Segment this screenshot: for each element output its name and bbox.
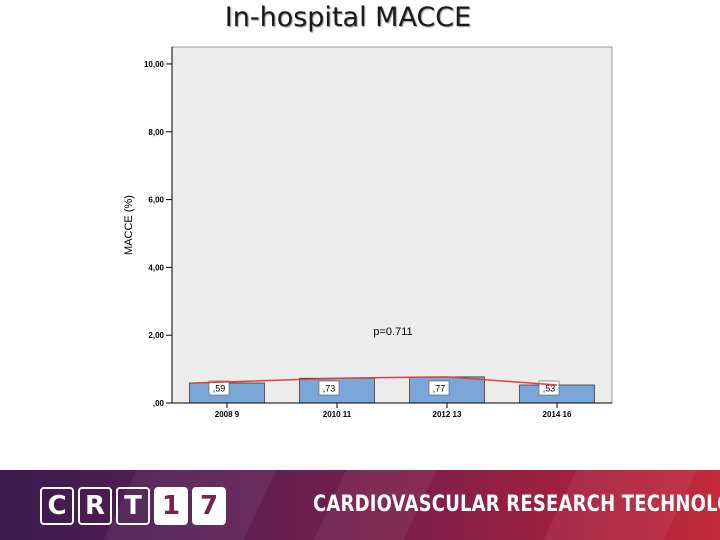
x-tick-label: 2010 11 <box>323 410 352 419</box>
trend-line <box>193 376 558 386</box>
x-tick-label: 2014 16 <box>543 410 572 419</box>
logo-digit-1: 1 <box>154 487 188 525</box>
value-label: ,73 <box>323 384 336 394</box>
footer-tagline: CARDIOVASCULAR RESEARCH TECHNOLOGIES <box>313 492 720 517</box>
value-label: ,77 <box>433 384 446 394</box>
x-tick-label: 2012 13 <box>433 410 462 419</box>
logo-letter-t: T <box>116 487 150 525</box>
logo-letter-r: R <box>78 487 112 525</box>
y-tick-label: 4,00 <box>148 263 164 272</box>
x-tick-label: 2008 9 <box>215 410 240 419</box>
y-axis-label: MACCE (%) <box>123 195 135 255</box>
plot-background <box>171 46 613 404</box>
value-label-box <box>428 380 450 396</box>
logo-letter-c: C <box>40 487 74 525</box>
logo-digit-7: 7 <box>192 487 226 525</box>
y-tick-label: 10,00 <box>144 60 165 69</box>
slide-title: In-hospital MACCE <box>224 2 472 33</box>
crt17-logo: C R T 1 7 <box>40 487 226 525</box>
bar-chart: ,59 ,73 ,77 ,53 ,00 2,00 4,00 6,00 8,00 10,00 20… <box>123 46 613 419</box>
y-tick-label: 8,00 <box>148 128 164 137</box>
p-value-annotation: p=0.711 <box>373 326 412 338</box>
y-tick-label: 2,00 <box>148 331 164 340</box>
y-tick-label: ,00 <box>153 399 165 408</box>
value-label-box <box>208 380 230 396</box>
y-tick-label: 6,00 <box>148 196 164 205</box>
value-label: ,53 <box>543 384 556 394</box>
footer-banner: C R T 1 7 CARDIOVASCULAR RESEARCH TECHNO… <box>0 470 720 540</box>
value-label: ,59 <box>213 384 226 394</box>
value-label-box <box>318 380 340 396</box>
